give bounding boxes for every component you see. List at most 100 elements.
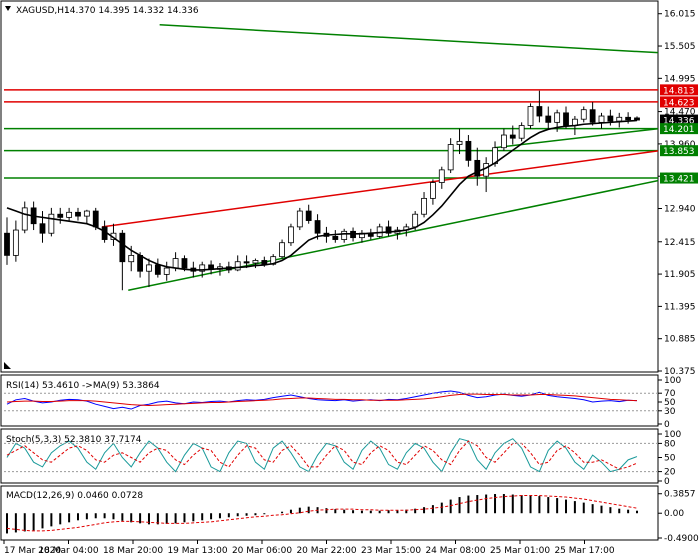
price-tick-label: 14.995 — [664, 74, 696, 84]
stoch-label: Stoch(5,3,3) 52.3810 37.7174 — [6, 435, 142, 445]
current-price-label: 14.336 — [663, 117, 695, 127]
candle-bull — [66, 211, 73, 218]
candle-bear — [243, 261, 250, 264]
osc-tick-label: 100 — [664, 376, 681, 386]
price-tick-label: 13.960 — [664, 140, 696, 150]
candle-bull — [128, 254, 135, 263]
candle-bear — [119, 232, 126, 263]
rsi-label: RSI(14) 53.4610 ->MA(9) 53.3864 — [6, 381, 160, 391]
macd-tick-label: -0.4900 — [664, 534, 699, 544]
candle-bull — [412, 213, 419, 228]
candle-bull — [341, 230, 348, 240]
time-tick-label: 18 Mar 04:00 — [38, 546, 98, 556]
candle-bull — [527, 106, 534, 126]
level-tag-resistance — [660, 96, 698, 108]
time-tick-label: 18 Mar 20:00 — [103, 546, 163, 556]
osc-tick-label: 0 — [664, 420, 670, 430]
macd-tick-label: 0.3857 — [664, 490, 696, 500]
candle-bear — [314, 220, 321, 234]
price-tick-label: 11.395 — [664, 302, 696, 312]
trendline-resistance — [101, 150, 659, 228]
level-tag-label: 14.201 — [663, 125, 695, 135]
current-price-tag — [660, 114, 698, 126]
price-panel[interactable] — [0, 0, 659, 373]
price-tick-label: 15.505 — [664, 42, 696, 52]
candle-bull — [83, 210, 90, 217]
candle-bull — [598, 115, 605, 123]
candle-bull — [430, 182, 436, 199]
candle-bull — [234, 261, 241, 271]
price-tick-label: 12.415 — [664, 238, 696, 248]
stoch-plot — [4, 438, 658, 473]
candle-bull — [288, 226, 294, 244]
trendline-support — [159, 24, 659, 54]
candle-bull — [580, 109, 587, 120]
candle-bear — [563, 112, 569, 126]
candle-bear — [589, 109, 596, 123]
osc-tick-label: 50 — [664, 398, 676, 408]
candle-bull — [172, 258, 179, 269]
chart-title: XAGUSD,H1 — [16, 6, 70, 16]
candle-bear — [634, 117, 640, 121]
level-tag-support — [660, 145, 698, 157]
corner-marker-icon — [4, 362, 11, 369]
candle-bull — [279, 242, 285, 258]
candle-bull — [518, 125, 525, 139]
time-tick-label: 19 Mar 13:00 — [167, 546, 227, 556]
candle-bear — [465, 140, 472, 161]
trendline-support — [128, 179, 659, 291]
moving-average-line — [6, 119, 638, 271]
axes: 16.01515.50514.99514.47013.96013.45012.9… — [3, 10, 699, 556]
time-tick-label: 25 Mar 01:00 — [490, 546, 550, 556]
candle-bull — [483, 163, 490, 177]
time-tick-label: 17 Mar 2020 — [4, 546, 61, 556]
candle-bull — [146, 264, 152, 272]
level-tag-support — [660, 172, 698, 184]
candle-bear — [137, 254, 143, 272]
price-tick-label: 16.015 — [664, 10, 696, 20]
ohlc-header: 14.370 14.395 14.332 14.336 — [64, 6, 199, 16]
osc-tick-label: 20 — [664, 468, 676, 478]
macd-plot — [6, 494, 638, 534]
macd-signal-line — [6, 495, 638, 532]
candle-bear — [181, 258, 188, 269]
candle-bull — [501, 134, 507, 149]
price-tick-label: 10.885 — [664, 335, 696, 345]
candle-bear — [75, 211, 81, 217]
candle-bull — [199, 264, 206, 272]
candle-bull — [447, 144, 454, 171]
candle-bear — [57, 213, 64, 218]
macd-tick-label: 0.00 — [664, 509, 684, 519]
level-tag-label: 13.421 — [663, 175, 695, 185]
osc-tick-label: 50 — [664, 454, 676, 464]
candle-bear — [261, 260, 268, 265]
candle-bull — [296, 210, 303, 228]
candle-bull — [456, 140, 463, 145]
candle-bull — [48, 213, 55, 234]
candle-bear — [545, 115, 552, 123]
candle-bull — [12, 229, 19, 256]
candle-bear — [474, 159, 481, 177]
symbol-menu-icon — [5, 6, 11, 11]
time-tick-label: 24 Mar 08:00 — [425, 546, 485, 556]
stoch-panel[interactable] — [0, 428, 659, 484]
candle-bear — [625, 116, 632, 121]
candle-bear — [536, 106, 543, 117]
candle-bear — [4, 232, 10, 256]
candle-bull — [438, 169, 445, 183]
candle-bull — [421, 197, 427, 215]
candle-bull — [252, 260, 259, 264]
candle-bull — [376, 226, 383, 237]
time-tick-label: 20 Mar 22:00 — [296, 546, 356, 556]
candle-bull — [21, 207, 28, 231]
candle-bear — [92, 210, 99, 228]
price-tick-label: 10.375 — [664, 367, 696, 377]
level-tag-label: 14.813 — [663, 86, 695, 96]
candle-bear — [39, 223, 46, 234]
level-tag-label: 14.623 — [663, 98, 695, 108]
stoch-d-line — [6, 440, 638, 470]
price-tick-label: 14.470 — [664, 108, 696, 118]
candle-bear — [509, 134, 516, 139]
candle-bear — [305, 210, 312, 221]
